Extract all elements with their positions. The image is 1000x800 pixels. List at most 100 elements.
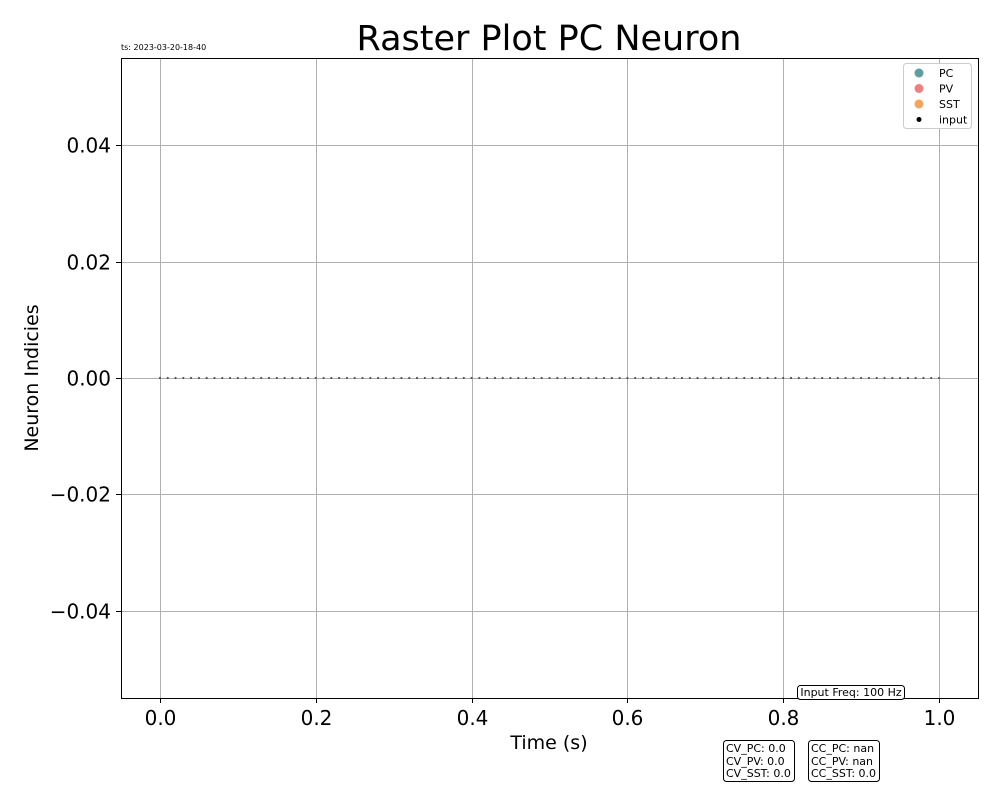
spike-point [470, 376, 473, 380]
spike-point [252, 376, 255, 380]
spike-point [361, 376, 364, 380]
spike-point [493, 376, 497, 380]
input-freq-box [797, 685, 905, 700]
spike-point [439, 376, 442, 380]
input-freq-label: Input Freq: 100 Hz [800, 686, 902, 699]
spike-point [914, 376, 917, 380]
spike-point [688, 376, 691, 380]
input-freq-annotation: Input Freq: 100 Hz [797, 685, 905, 700]
y-tick-label: −0.04 [50, 600, 111, 624]
spike-point [408, 376, 411, 380]
spike-point [486, 376, 489, 380]
spike-point [860, 376, 863, 380]
spike-point [875, 376, 878, 380]
spike-point [743, 376, 746, 380]
y-tick-label: 0.00 [66, 367, 111, 391]
spike-point [525, 376, 528, 380]
spike-point [478, 376, 481, 380]
cc-pc-label: CC_PC: nan [811, 742, 874, 755]
spike-point [657, 376, 660, 380]
x-tick-label: 0.2 [301, 706, 333, 730]
spike-point [680, 376, 684, 380]
spike-point [579, 376, 582, 380]
spike-point [330, 376, 333, 380]
y-axis-ticks: 0.04 0.02 0.00 −0.02 −0.04 [50, 134, 121, 624]
spike-point [205, 376, 208, 380]
spike-point [587, 376, 590, 380]
x-tick-label: 1.0 [924, 706, 956, 730]
spike-point [556, 376, 559, 380]
spike-point [571, 376, 574, 380]
legend: PC PV SST input [903, 63, 972, 129]
spike-point [626, 376, 629, 380]
spike-point [291, 376, 294, 380]
spike-point [922, 376, 925, 380]
spike-point [306, 376, 310, 380]
spike-point [299, 376, 302, 380]
x-tick-label: 0.8 [768, 706, 800, 730]
spike-point [275, 376, 278, 380]
spike-point [244, 376, 247, 380]
spike-point [509, 376, 512, 380]
spike-point [158, 376, 162, 380]
spike-point [400, 376, 403, 380]
spike-point [267, 376, 271, 380]
spike-point [384, 376, 387, 380]
spike-point [766, 376, 769, 380]
spike-point [517, 376, 520, 380]
spike-point [213, 376, 216, 380]
spike-point [182, 376, 185, 380]
plot-area-frame [121, 58, 979, 699]
spike-point [750, 376, 754, 380]
spike-point [665, 376, 668, 380]
cv-sst-label: CV_SST: 0.0 [726, 767, 791, 780]
spike-point [260, 376, 263, 380]
spike-point [649, 376, 652, 380]
spike-point [197, 376, 201, 380]
spike-point [174, 376, 177, 380]
spike-point [283, 376, 286, 380]
timestamp-label: ts: 2023-03-20-18-40 [121, 43, 206, 52]
spike-point [369, 376, 372, 380]
cv-box [723, 740, 795, 782]
spike-point [540, 376, 543, 380]
legend-marker-input [916, 117, 922, 122]
spike-point [338, 376, 341, 380]
spike-point [937, 376, 941, 380]
spike-point [641, 376, 645, 380]
spike-point [221, 376, 224, 380]
spike-point [532, 376, 536, 380]
spike-point [797, 376, 800, 380]
spike-point [719, 376, 723, 380]
y-tick-label: 0.04 [66, 134, 111, 158]
spike-point [431, 376, 434, 380]
legend-label-sst: SST [939, 98, 960, 111]
spike-point [353, 376, 356, 380]
spike-point [906, 376, 909, 380]
spike-markers [158, 376, 941, 380]
spike-point [501, 376, 504, 380]
y-tick-label: 0.02 [66, 251, 111, 275]
spike-point [735, 376, 738, 380]
spike-point [228, 376, 232, 380]
x-tick-label: 0.0 [145, 706, 177, 730]
legend-label-input: input [939, 114, 968, 127]
spike-point [867, 376, 871, 380]
cv-pc-label: CV_PC: 0.0 [726, 742, 786, 755]
spike-point [704, 376, 707, 380]
y-axis-label: Neuron Indicies [21, 304, 43, 451]
spike-point [813, 376, 816, 380]
legend-label-pc: PC [939, 67, 954, 80]
cc-sst-label: CC_SST: 0.0 [811, 767, 876, 780]
spike-point [634, 376, 637, 380]
spike-point [595, 376, 598, 380]
spike-point [844, 376, 847, 380]
spike-point [377, 376, 380, 380]
x-tick-label: 0.4 [457, 706, 489, 730]
spike-point [852, 376, 855, 380]
spike-point [883, 376, 886, 380]
x-tick-label: 0.6 [612, 706, 644, 730]
y-tick-label: −0.02 [50, 483, 111, 507]
spike-point [618, 376, 621, 380]
